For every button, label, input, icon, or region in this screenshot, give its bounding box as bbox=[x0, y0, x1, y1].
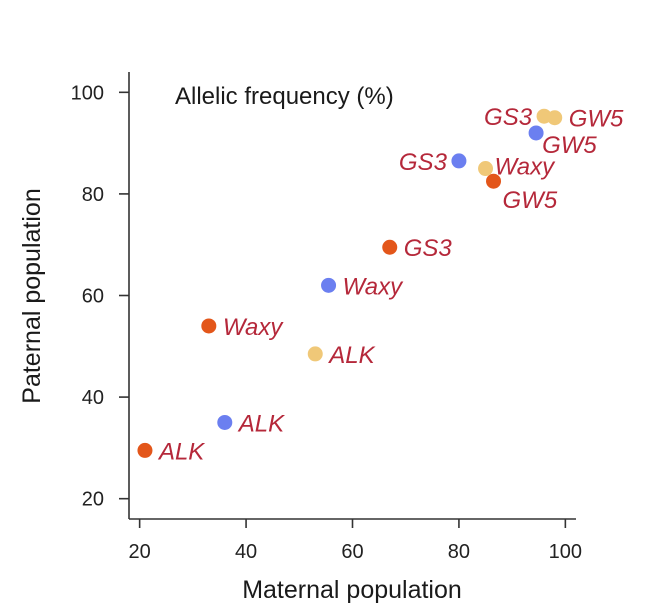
point-label: Waxy bbox=[343, 273, 405, 300]
x-tick-label: 100 bbox=[549, 541, 582, 563]
y-tick-label: 60 bbox=[82, 286, 104, 308]
point-label: Waxy bbox=[495, 154, 557, 181]
data-point-blue bbox=[451, 153, 467, 169]
point-label: GS3 bbox=[404, 235, 453, 262]
y-tick-label: 20 bbox=[82, 489, 104, 511]
point-label: GW5 bbox=[503, 187, 558, 214]
point-label: GS3 bbox=[484, 104, 533, 131]
data-point-orange bbox=[486, 173, 502, 189]
data-point-orange bbox=[382, 239, 398, 255]
x-tick-label: 40 bbox=[235, 541, 257, 563]
point-label: ALK bbox=[237, 410, 285, 437]
y-tick-label: 80 bbox=[82, 184, 104, 206]
point-label: GS3 bbox=[399, 149, 448, 176]
y-tick-label: 40 bbox=[82, 387, 104, 409]
point-label: GW5 bbox=[542, 132, 597, 159]
point-labels: ALK Waxy GS3 GW5 ALK Waxy GS3 GW5 ALK Waxy GS3 GW5 bbox=[157, 104, 624, 465]
x-tick-label: 60 bbox=[341, 541, 363, 563]
data-point-blue bbox=[217, 414, 233, 430]
data-point-yellow bbox=[307, 346, 323, 362]
y-axis-title: Paternal population bbox=[18, 188, 46, 403]
data-point-blue bbox=[528, 125, 544, 141]
data-point-orange bbox=[201, 318, 217, 334]
y-tick-label: 100 bbox=[71, 82, 104, 104]
x-tick-label: 80 bbox=[448, 541, 470, 563]
data-point-yellow bbox=[547, 110, 563, 126]
data-points bbox=[137, 108, 563, 458]
point-label: ALK bbox=[327, 342, 375, 369]
chart-title: Allelic frequency (%) bbox=[175, 83, 394, 110]
data-point-orange bbox=[137, 442, 153, 458]
point-label: GW5 bbox=[569, 106, 624, 133]
data-point-blue bbox=[321, 277, 337, 293]
data-point-yellow bbox=[478, 161, 494, 177]
point-label: Waxy bbox=[223, 314, 285, 341]
axes: 20 40 60 80 100 20 40 60 80 100 bbox=[71, 72, 582, 563]
x-axis-title: Maternal population bbox=[242, 576, 462, 604]
x-tick-label: 20 bbox=[129, 541, 151, 563]
point-label: ALK bbox=[157, 438, 205, 465]
